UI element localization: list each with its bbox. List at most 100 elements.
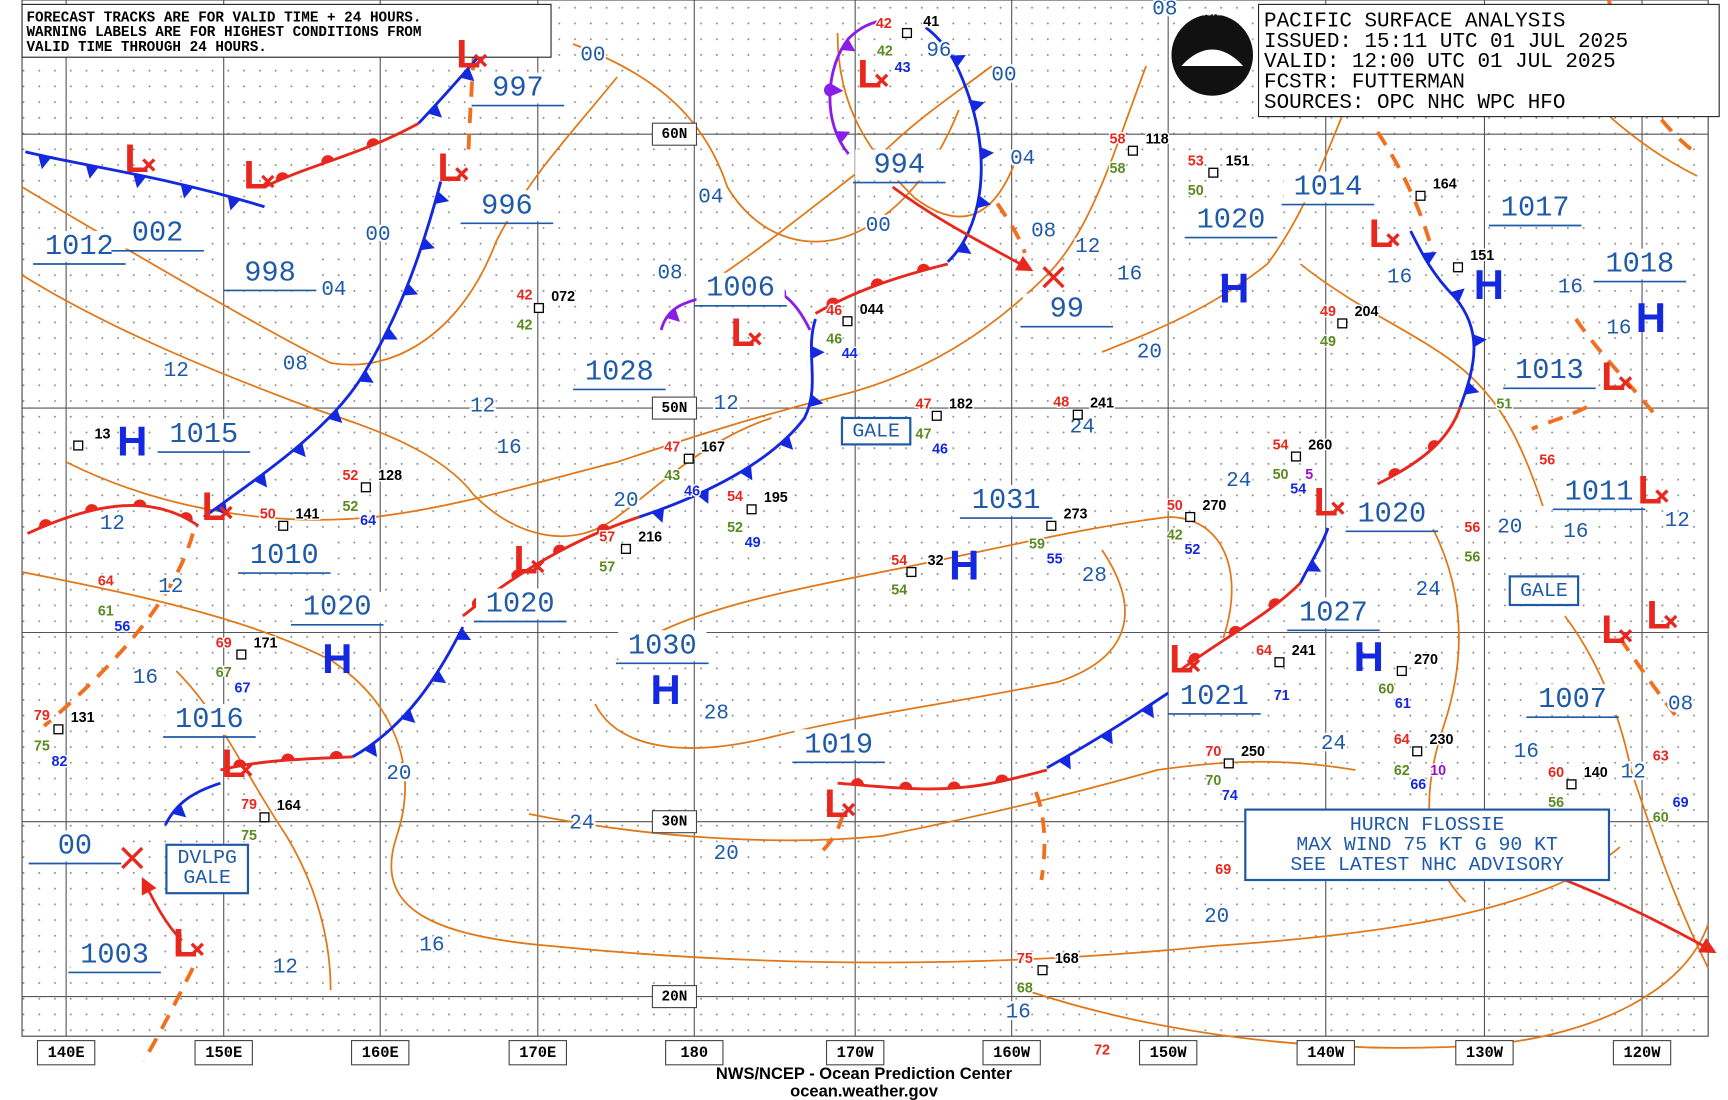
- pressure-label: 1014: [1294, 171, 1363, 204]
- front-triangle: [403, 283, 419, 296]
- station-value: 47: [664, 439, 680, 455]
- front-triangle: [172, 803, 187, 818]
- pressure-label: 1016: [175, 703, 244, 736]
- station-value: 68: [1017, 981, 1033, 997]
- station-value: 62: [1394, 763, 1410, 779]
- station-value: 072: [551, 289, 575, 305]
- isobar-label: 20: [1204, 906, 1229, 929]
- isobar-label: 16: [419, 934, 444, 957]
- isobar-label: 16: [497, 437, 522, 460]
- fronts: [24, 10, 1487, 826]
- pressure-bg: [696, 272, 785, 304]
- hurricane-box: [1244, 808, 1611, 882]
- front-triangle: [970, 99, 985, 113]
- lon-box: [1138, 1040, 1198, 1066]
- front-semicircle: [995, 774, 1009, 783]
- station-value: 52: [342, 468, 358, 484]
- station-marker: [1223, 758, 1234, 769]
- station-value: 64: [98, 574, 114, 590]
- front-semicircle: [275, 172, 289, 182]
- low-x: [1655, 489, 1669, 503]
- pressure-label: 99: [1050, 293, 1084, 326]
- front-semicircle: [870, 278, 884, 288]
- isobar-label: 16: [1563, 521, 1588, 544]
- station-value: 75: [1017, 951, 1033, 967]
- station-value: 56: [1464, 549, 1480, 565]
- isobar-label: 16: [1387, 267, 1412, 290]
- low-x: [239, 763, 253, 777]
- station-value: 54: [727, 489, 743, 505]
- station-value: 171: [254, 635, 278, 651]
- station-marker: [533, 302, 544, 314]
- front-triangle: [85, 164, 99, 179]
- pressure-label: 1020: [303, 591, 372, 624]
- station-value: 151: [1226, 153, 1250, 169]
- lon-label: 130W: [1466, 1044, 1504, 1062]
- front-triangle: [292, 442, 306, 458]
- station-value: 74: [1222, 788, 1238, 804]
- low-x: [1664, 614, 1678, 629]
- isobar-label: 20: [714, 843, 739, 866]
- pressure-label: 1015: [170, 418, 239, 451]
- station-value: 61: [1395, 696, 1411, 712]
- station-value: 49: [1320, 334, 1336, 350]
- station-marker: [901, 27, 913, 39]
- pressure-label: 997: [492, 72, 544, 105]
- lon-box: [1612, 1040, 1672, 1066]
- isobar-label: 00: [580, 45, 605, 68]
- station-marker: [1185, 511, 1196, 523]
- station-value: 53: [1188, 153, 1204, 169]
- info-line: ISSUED: 15:11 UTC 01 JUL 2025: [1264, 31, 1628, 54]
- warning-label: DVLPG: [177, 847, 236, 869]
- low-x: [142, 158, 156, 172]
- front-triangle: [328, 409, 343, 424]
- station-value: 128: [378, 468, 402, 484]
- station-value: 42: [876, 16, 892, 32]
- lat-box: [651, 985, 698, 1009]
- lon-box: [825, 1040, 885, 1066]
- station-value: 51: [1496, 397, 1512, 413]
- station-value: 69: [1673, 795, 1689, 811]
- station-marker: [1072, 409, 1083, 420]
- station-marker: [683, 453, 694, 464]
- isobar-label: 08: [1152, 0, 1177, 21]
- info-line: VALID: 12:00 UTC 01 JUL 2025: [1264, 51, 1616, 74]
- pressure-label: 002: [132, 217, 184, 250]
- station-marker: [906, 566, 917, 578]
- pressure-label: 1020: [1197, 204, 1266, 237]
- pressure-bg: [159, 419, 248, 450]
- hurricane-line: HURCN FLOSSIE: [1350, 814, 1505, 836]
- front-triangle: [38, 154, 52, 170]
- isobar-label: 24: [1321, 733, 1346, 756]
- front-semicircle: [1188, 652, 1201, 664]
- front-semicircle: [366, 138, 380, 148]
- pressure-bg: [794, 729, 883, 761]
- lon-label: 160W: [993, 1044, 1031, 1062]
- low-x: [1042, 266, 1065, 289]
- isobar-label: 00: [991, 64, 1016, 87]
- low-x: [531, 559, 545, 574]
- station-value: 48: [1053, 394, 1069, 410]
- isobar-label: 04: [321, 279, 346, 302]
- footer-line: NWS/NCEP - Ocean Prediction Center: [716, 1065, 1013, 1083]
- pressure-bg: [962, 485, 1051, 516]
- front-semicircle: [511, 569, 524, 580]
- station-value: 43: [664, 468, 680, 484]
- pressure-bg: [165, 704, 254, 735]
- front-semicircle: [826, 297, 839, 308]
- low-x: [1386, 233, 1400, 247]
- high-center: H: [117, 417, 147, 464]
- low-x: [1186, 658, 1201, 673]
- station-value: 131: [71, 710, 95, 726]
- pressure-label: 1028: [585, 355, 654, 388]
- station-value: 61: [98, 603, 114, 619]
- front-triangle: [456, 628, 472, 640]
- pressure-label: 1007: [1538, 683, 1607, 716]
- front-triangle: [253, 472, 268, 488]
- station-value: 49: [745, 535, 761, 551]
- station-value: 64: [1394, 732, 1410, 748]
- front-semicircle: [917, 263, 931, 273]
- low-x: [841, 802, 856, 817]
- front-semicircle: [1268, 598, 1281, 609]
